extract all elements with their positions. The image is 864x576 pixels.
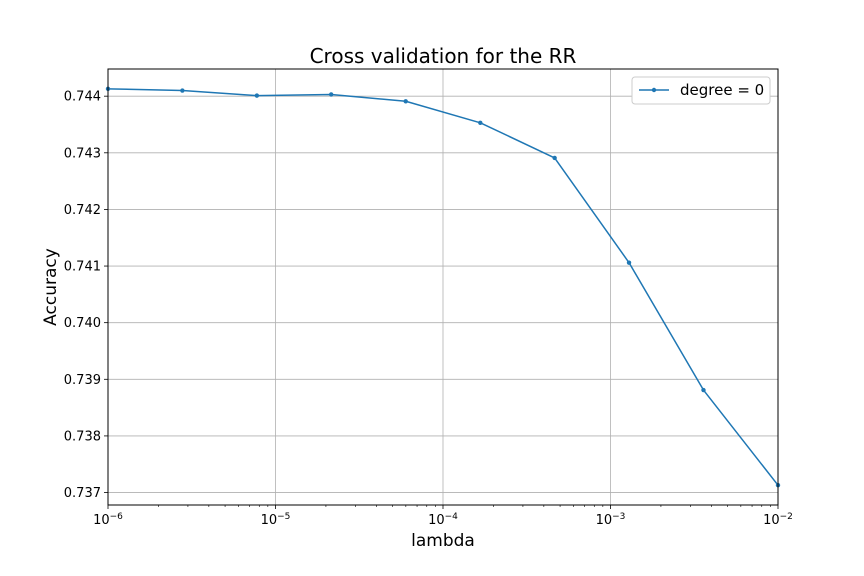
legend-marker [651, 87, 657, 93]
x-tick-base: 10 [763, 513, 780, 528]
x-tick-label: 10−4 [428, 512, 458, 528]
x-tick-exponent: −4 [445, 512, 459, 522]
y-tick-label: 0.744 [64, 90, 101, 105]
y-tick-label: 0.740 [64, 316, 101, 331]
y-tick-label: 0.743 [64, 146, 101, 161]
data-point [328, 92, 334, 97]
y-axis-ticks: 0.737 0.738 0.739 0.740 0.741 0.742 0.743 0.744 [64, 90, 108, 501]
y-axis-label: Accuracy [41, 248, 61, 326]
data-point [552, 155, 557, 161]
data-point [254, 93, 260, 98]
data-point [701, 387, 706, 393]
x-tick-label: 10−3 [596, 512, 626, 528]
data-point [626, 260, 632, 265]
y-tick-label: 0.742 [64, 203, 101, 218]
legend: degree = 0 [631, 76, 771, 105]
legend-box [631, 76, 771, 105]
x-tick-exponent: −5 [277, 512, 290, 522]
data-point [478, 120, 483, 125]
chart-title: Cross validation for the RR [310, 44, 577, 68]
y-tick-label: 0.739 [64, 373, 101, 388]
series-layer [105, 86, 781, 488]
data-point [180, 88, 185, 93]
y-tick-label: 0.738 [64, 429, 101, 444]
x-tick-base: 10 [428, 513, 445, 528]
y-tick-label: 0.737 [64, 486, 101, 501]
series-line [107, 88, 779, 486]
x-tick-exponent: −3 [612, 512, 625, 522]
x-tick-base: 10 [93, 513, 110, 528]
x-tick-exponent: −6 [110, 512, 124, 522]
x-tick-label: 10−5 [261, 512, 291, 528]
x-axis-ticks: 10−6 10−5 10−4 10−3 10−2 [93, 505, 793, 528]
data-point [403, 99, 408, 104]
y-tick-label: 0.741 [64, 260, 101, 275]
x-tick-exponent: −2 [780, 512, 793, 522]
x-axis-label: lambda [411, 531, 475, 551]
legend-label: degree = 0 [680, 81, 764, 99]
x-tick-label: 10−6 [93, 512, 123, 528]
x-tick-base: 10 [596, 513, 613, 528]
x-tick-label: 10−2 [763, 512, 793, 528]
x-tick-base: 10 [261, 513, 278, 528]
grid [107, 69, 779, 505]
